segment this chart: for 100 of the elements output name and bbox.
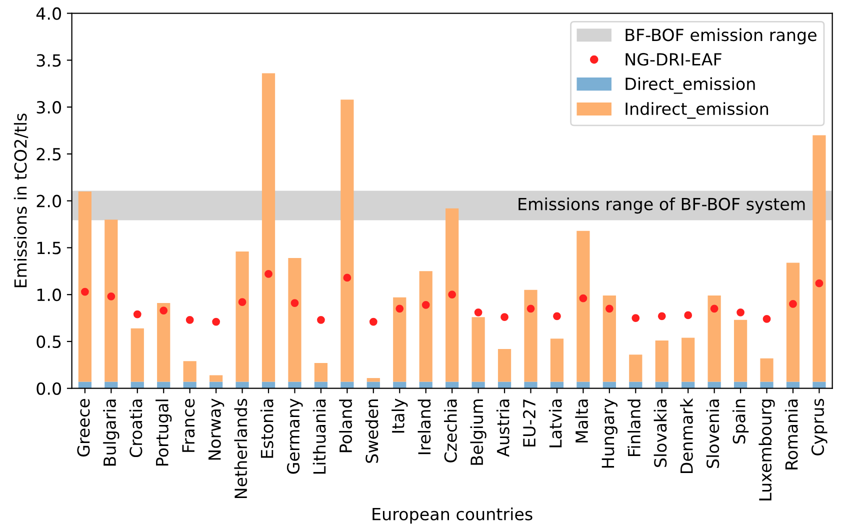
- bar: [708, 382, 721, 388]
- bar: [812, 135, 826, 382]
- y-tick-label: 0.5: [36, 335, 61, 348]
- point: [762, 315, 771, 323]
- annotation: Emissions range of BF-BOF system: [518, 197, 805, 214]
- point: [579, 294, 588, 302]
- x-axis-title: European countries: [372, 508, 532, 524]
- bar: [602, 382, 616, 388]
- legend-label: NG-DRI-EAF: [626, 53, 722, 66]
- bar: [262, 382, 276, 388]
- x-tick-label: EU-27: [522, 400, 536, 446]
- point: [658, 312, 666, 320]
- x-tick-label: Norway: [208, 398, 224, 460]
- x-tick-label: Romania: [784, 400, 798, 470]
- point: [789, 300, 797, 308]
- x-tick-label: Sweden: [365, 400, 378, 463]
- bar: [524, 382, 538, 388]
- legend-label: Direct_emission: [626, 77, 755, 94]
- bar: [340, 382, 354, 388]
- point: [710, 304, 718, 313]
- point: [107, 292, 116, 300]
- bar: [78, 382, 92, 388]
- bar: [210, 375, 223, 382]
- bar: [682, 382, 695, 388]
- point: [80, 288, 89, 296]
- y-tick-label: 3.0: [36, 101, 61, 114]
- bar: [786, 262, 800, 382]
- bar: [550, 338, 564, 382]
- x-tick-label: Malta: [575, 400, 588, 442]
- x-tick-label: Slovakia: [654, 400, 667, 467]
- bar: [524, 290, 538, 382]
- x-tick-label: Netherlands: [234, 398, 248, 498]
- x-tick-label: Austria: [496, 400, 510, 457]
- bar: [446, 382, 459, 388]
- x-tick-label: Poland: [339, 400, 352, 452]
- x-tick-label: Luxembourg: [758, 400, 775, 500]
- bar: [340, 100, 354, 382]
- x-tick-label: Finland: [628, 400, 640, 456]
- bar: [104, 382, 118, 388]
- bar: [157, 303, 170, 382]
- bar: [236, 382, 249, 388]
- x-tick-label: Greece: [77, 398, 90, 456]
- bar: [576, 382, 590, 388]
- x-tick-label: Estonia: [260, 400, 274, 458]
- y-tick-label: 2.0: [36, 194, 61, 208]
- point: [605, 304, 614, 313]
- y-tick-label: 4.0: [36, 7, 61, 20]
- bar: [734, 320, 748, 382]
- point: [422, 300, 430, 309]
- bar: [288, 382, 302, 388]
- x-tick-label: Slovenia: [706, 400, 720, 468]
- bar: [314, 363, 328, 382]
- bar: [498, 382, 512, 388]
- point: [684, 311, 692, 320]
- bar: [629, 382, 642, 388]
- point: [448, 290, 456, 299]
- bar: [288, 258, 302, 382]
- point: [290, 299, 299, 307]
- bar: [366, 382, 380, 388]
- bar: [786, 382, 800, 388]
- point: [632, 314, 640, 322]
- x-tick-label: Hungary: [602, 398, 618, 468]
- bar: [734, 382, 748, 388]
- point: [133, 310, 142, 318]
- bar: [629, 354, 642, 382]
- bar: [446, 208, 459, 382]
- point: [553, 312, 561, 320]
- point: [238, 298, 246, 306]
- y-tick-label: 0.0: [36, 382, 61, 395]
- bar: [708, 296, 721, 382]
- x-tick-label: Cyprus: [811, 398, 828, 456]
- bar: [760, 382, 774, 388]
- x-tick-label: Portugal: [156, 400, 172, 466]
- bar: [550, 382, 564, 388]
- bar: [262, 73, 276, 382]
- x-tick-label: Belgium: [470, 400, 486, 465]
- point: [317, 316, 325, 324]
- bar: [655, 382, 668, 388]
- point: [186, 316, 194, 324]
- bar: [210, 382, 223, 388]
- bar: [130, 382, 144, 388]
- x-tick-label: Denmark: [680, 398, 693, 474]
- y-tick-label: 1.0: [37, 288, 61, 302]
- point: [343, 274, 352, 282]
- x-tick-label: Germany: [286, 398, 303, 474]
- bar: [760, 358, 774, 382]
- x-tick-label: Italy: [392, 398, 408, 433]
- point: [474, 308, 482, 316]
- point: [264, 270, 272, 278]
- point: [736, 308, 744, 316]
- x-tick-label: Lithuania: [312, 400, 326, 474]
- bar: [576, 230, 590, 382]
- bar: [393, 382, 406, 388]
- point: [815, 279, 824, 288]
- bar: [157, 382, 170, 388]
- bar: [314, 382, 328, 388]
- x-tick-label: Bulgaria: [103, 400, 120, 466]
- point: [396, 304, 404, 313]
- bar: [472, 382, 485, 388]
- y-axis-title: Emissions in tCO2/tls: [14, 114, 28, 288]
